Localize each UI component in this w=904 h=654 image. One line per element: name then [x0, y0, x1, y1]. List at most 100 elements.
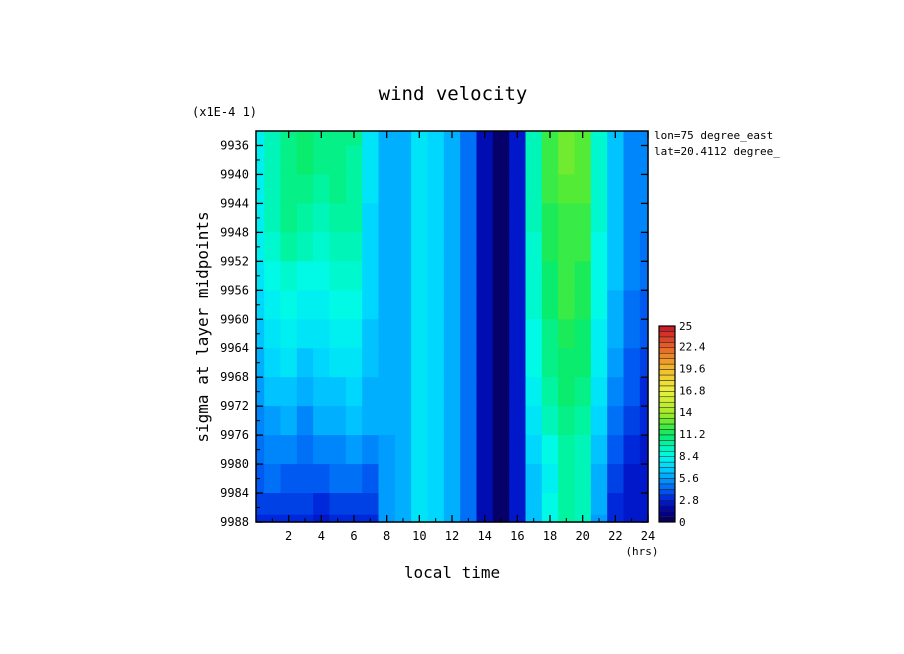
- heatmap-cell: [443, 319, 461, 349]
- heatmap-cell: [264, 131, 282, 147]
- heatmap-cell: [394, 203, 412, 233]
- heatmap-cell: [558, 319, 576, 349]
- heatmap-cell: [492, 261, 510, 291]
- colorbar-swatch: [658, 450, 676, 457]
- heatmap-cell: [394, 348, 412, 378]
- heatmap-cell: [313, 145, 331, 176]
- heatmap-cell: [639, 493, 649, 516]
- heatmap-cell: [476, 435, 494, 465]
- heatmap-cell: [476, 232, 494, 262]
- lat-annotation: lat=20.4112 degree_: [654, 145, 780, 158]
- heatmap-cell: [476, 145, 494, 176]
- heatmap-cell: [492, 290, 510, 320]
- heatmap-cell: [639, 377, 649, 407]
- heatmap-cell: [411, 493, 429, 516]
- heatmap-cell: [362, 406, 380, 436]
- heatmap-cell: [492, 464, 510, 494]
- heatmap-cell: [296, 261, 314, 291]
- heatmap-cell: [574, 464, 592, 494]
- heatmap-cell: [345, 406, 363, 436]
- heatmap-cell: [394, 261, 412, 291]
- heatmap-cell: [590, 435, 608, 465]
- heatmap-cell: [492, 319, 510, 349]
- heatmap-cell: [509, 377, 527, 407]
- heatmap-cell: [280, 464, 298, 494]
- heatmap-cell: [329, 261, 347, 291]
- heatmap-cell: [427, 290, 445, 320]
- heatmap-cell: [362, 145, 380, 176]
- colorbar-swatch: [658, 331, 676, 338]
- heatmap-cell: [264, 261, 282, 291]
- heatmap-cell: [574, 377, 592, 407]
- x-tick-label: 4: [318, 529, 325, 543]
- heatmap-cell: [378, 203, 396, 233]
- colorbar-swatch: [658, 472, 676, 479]
- colorbar-swatch: [658, 352, 676, 359]
- heatmap-cell: [509, 493, 527, 516]
- y-multiplier-label: (x1E-4 1): [192, 105, 257, 119]
- heatmap-cell: [362, 131, 380, 147]
- heatmap-cells: [256, 131, 649, 523]
- heatmap-cell: [329, 145, 347, 176]
- heatmap-cell: [623, 203, 641, 233]
- heatmap-cell: [541, 131, 559, 147]
- y-tick-label: 9956: [220, 283, 249, 297]
- heatmap-cell: [256, 435, 265, 465]
- heatmap-cell: [607, 493, 625, 516]
- colorbar-swatch: [658, 445, 676, 452]
- heatmap-cell: [639, 131, 649, 147]
- x-axis: 2 4 6 8 10 12 14 16 18 20 22 24: [271, 131, 655, 543]
- heatmap-cell: [256, 514, 265, 523]
- heatmap-cell: [476, 377, 494, 407]
- colorbar-label: 19.6: [679, 362, 706, 375]
- colorbar-swatch: [658, 347, 676, 354]
- heatmap-cell: [296, 435, 314, 465]
- heatmap-cell: [574, 406, 592, 436]
- heatmap-cell: [329, 464, 347, 494]
- heatmap-cell: [411, 435, 429, 465]
- y-tick-label: 9948: [220, 225, 249, 239]
- colorbar-swatch: [658, 456, 676, 463]
- heatmap-cell: [427, 464, 445, 494]
- heatmap-cell: [590, 493, 608, 516]
- heatmap-cell: [574, 319, 592, 349]
- heatmap-cell: [541, 290, 559, 320]
- heatmap-cell: [313, 406, 331, 436]
- heatmap-cell: [362, 464, 380, 494]
- y-tick-label: 9988: [220, 515, 249, 529]
- heatmap-cell: [362, 319, 380, 349]
- heatmap-cell: [460, 348, 478, 378]
- heatmap-cell: [558, 203, 576, 233]
- heatmap-cell: [329, 203, 347, 233]
- heatmap-cell: [492, 131, 510, 147]
- y-tick-label: 9964: [220, 341, 249, 355]
- heatmap-cell: [541, 261, 559, 291]
- heatmap-cell: [492, 406, 510, 436]
- heatmap-cell: [574, 435, 592, 465]
- heatmap-cell: [345, 131, 363, 147]
- heatmap-cell: [492, 174, 510, 204]
- heatmap-cell: [296, 406, 314, 436]
- heatmap-cell: [623, 464, 641, 494]
- heatmap-cell: [590, 203, 608, 233]
- heatmap-cell: [362, 493, 380, 516]
- heatmap-cell: [411, 232, 429, 262]
- heatmap-cell: [623, 435, 641, 465]
- heatmap-cell: [427, 406, 445, 436]
- heatmap-cell: [558, 406, 576, 436]
- heatmap-cell: [313, 290, 331, 320]
- heatmap-cell: [296, 203, 314, 233]
- heatmap-cell: [362, 261, 380, 291]
- heatmap-cell: [313, 131, 331, 147]
- heatmap-cell: [509, 232, 527, 262]
- y-tick-label: 9936: [220, 138, 249, 152]
- heatmap-cell: [264, 319, 282, 349]
- heatmap-cell: [443, 174, 461, 204]
- heatmap-cell: [558, 290, 576, 320]
- heatmap-cell: [264, 290, 282, 320]
- heatmap-cell: [590, 131, 608, 147]
- heatmap-cell: [394, 493, 412, 516]
- heatmap-cell: [558, 377, 576, 407]
- heatmap-cell: [574, 174, 592, 204]
- heatmap-cell: [280, 406, 298, 436]
